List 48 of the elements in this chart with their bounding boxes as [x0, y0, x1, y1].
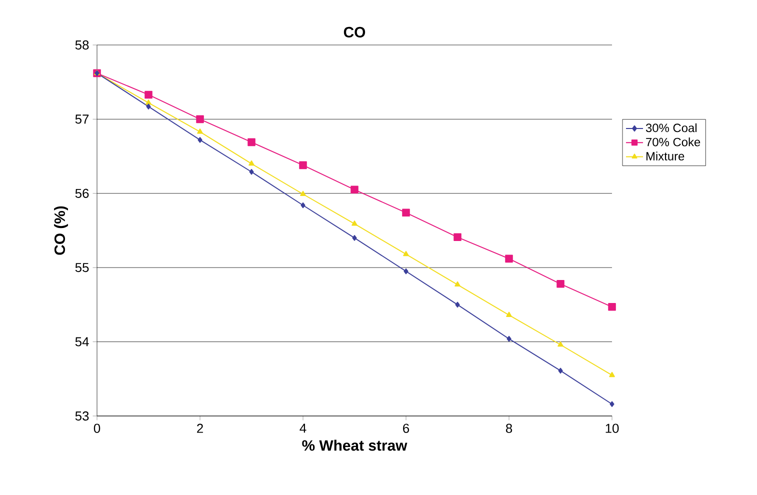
y-tick-label: 55 — [75, 263, 89, 272]
x-tick-label: 2 — [197, 424, 203, 433]
point — [299, 161, 307, 170]
point — [556, 280, 564, 288]
point — [146, 100, 152, 105]
x-axis-title: % Wheat straw — [302, 440, 408, 451]
y-tick-label: 53 — [75, 411, 89, 421]
point — [505, 254, 513, 263]
legend-label: 30% Coal — [646, 123, 697, 132]
x-tick-label: 8 — [506, 424, 512, 433]
point — [558, 341, 564, 347]
x-tick-label: 4 — [300, 424, 306, 433]
point — [197, 128, 203, 134]
point — [608, 303, 616, 311]
y-tick-label: 54 — [75, 337, 89, 346]
point — [352, 235, 357, 241]
point — [300, 190, 306, 196]
chart-title: CO — [344, 26, 366, 38]
point — [558, 368, 563, 374]
point — [454, 281, 460, 287]
point — [402, 208, 410, 217]
point — [146, 104, 151, 110]
x-tick-label: 6 — [403, 424, 410, 433]
point — [610, 401, 614, 408]
legend-label: 70% Coke — [646, 138, 700, 146]
point — [248, 138, 256, 146]
point — [455, 302, 460, 308]
point — [403, 250, 409, 256]
x-tick-label: 0 — [94, 424, 100, 433]
point — [249, 168, 254, 175]
point — [300, 202, 306, 208]
point — [404, 268, 408, 274]
point — [609, 372, 615, 378]
point — [198, 137, 202, 143]
point — [506, 312, 512, 317]
x-tick-label: 10 — [606, 424, 619, 433]
point — [454, 233, 462, 242]
point — [352, 220, 358, 226]
point — [196, 115, 204, 124]
y-tick-label: 58 — [75, 40, 89, 50]
y-axis-title: CO (%) — [54, 206, 68, 255]
y-tick-label: 57 — [75, 114, 89, 124]
point — [506, 336, 512, 342]
point — [144, 90, 152, 99]
legend-label: Mixture — [646, 152, 684, 160]
y-tick-label: 56 — [75, 188, 89, 198]
point — [350, 186, 358, 194]
point — [248, 160, 254, 166]
